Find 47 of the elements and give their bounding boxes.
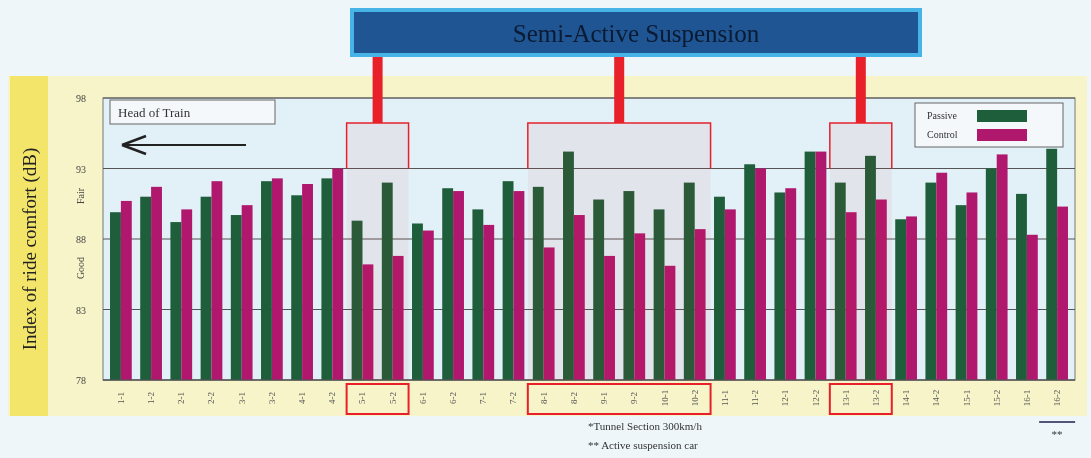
annotation: Head of Train [118, 105, 191, 120]
text: ** Active suspension car [588, 439, 699, 451]
x-tick-label: 9-2 [629, 392, 640, 404]
text: Good [75, 256, 86, 280]
x-tick-label: 6-2 [448, 392, 459, 404]
x-tick-label: 6-1 [417, 392, 428, 404]
x-tick-label: 4-2 [327, 392, 338, 404]
x-tick-label: 11-2 [750, 389, 761, 407]
x-tick-label: 2-1 [176, 392, 187, 404]
x-tick-label: 11-1 [719, 389, 730, 407]
x-tick-label: 8-1 [538, 392, 549, 404]
x-tick-label: 15-1 [961, 389, 972, 407]
y-tick-label: 88 [76, 234, 86, 245]
y-tick-label: 98 [76, 93, 86, 104]
x-tick-label: 1-2 [146, 392, 157, 404]
legend-label: Passive [927, 110, 958, 121]
x-tick-label: 15-2 [991, 389, 1002, 407]
x-tick-label: 13-2 [870, 389, 881, 407]
x-tick-label: 10-2 [689, 389, 700, 407]
x-tick-label: 5-1 [357, 392, 368, 404]
x-tick-label: 16-2 [1052, 389, 1063, 407]
x-tick-label: 12-1 [780, 389, 791, 407]
legend-label: Control [927, 129, 958, 140]
text: ** [1051, 428, 1063, 440]
x-tick-label: 16-1 [1021, 389, 1032, 407]
x-tick-label: 1-1 [115, 392, 126, 404]
x-tick-label: 12-2 [810, 389, 821, 407]
x-tick-label: 3-2 [266, 392, 277, 404]
x-tick-label: 7-2 [508, 392, 519, 404]
x-tick-label: 10-1 [659, 389, 670, 407]
x-tick-label: 14-2 [931, 389, 942, 407]
y-tick-label: 78 [76, 375, 86, 386]
y-axis-title: Index of ride comfort (dB) [19, 147, 41, 351]
y-tick-label: 83 [76, 304, 86, 316]
x-tick-label: 8-2 [568, 392, 579, 404]
x-tick-label: 2-2 [206, 392, 217, 404]
y-tick-label: 93 [76, 163, 86, 175]
x-tick-label: 13-1 [840, 389, 851, 407]
text: *Tunnel Section 300km/h [588, 420, 703, 432]
x-tick-label: 14-1 [901, 389, 912, 407]
x-tick-label: 5-2 [387, 392, 398, 404]
text: Fair [75, 187, 86, 205]
x-tick-label: 4-1 [297, 392, 308, 404]
x-tick-label: 3-1 [236, 392, 247, 404]
x-tick-label: 9-1 [599, 392, 610, 404]
x-tick-label: 7-1 [478, 392, 489, 404]
chart-title: Semi-Active Suspension [512, 20, 760, 47]
